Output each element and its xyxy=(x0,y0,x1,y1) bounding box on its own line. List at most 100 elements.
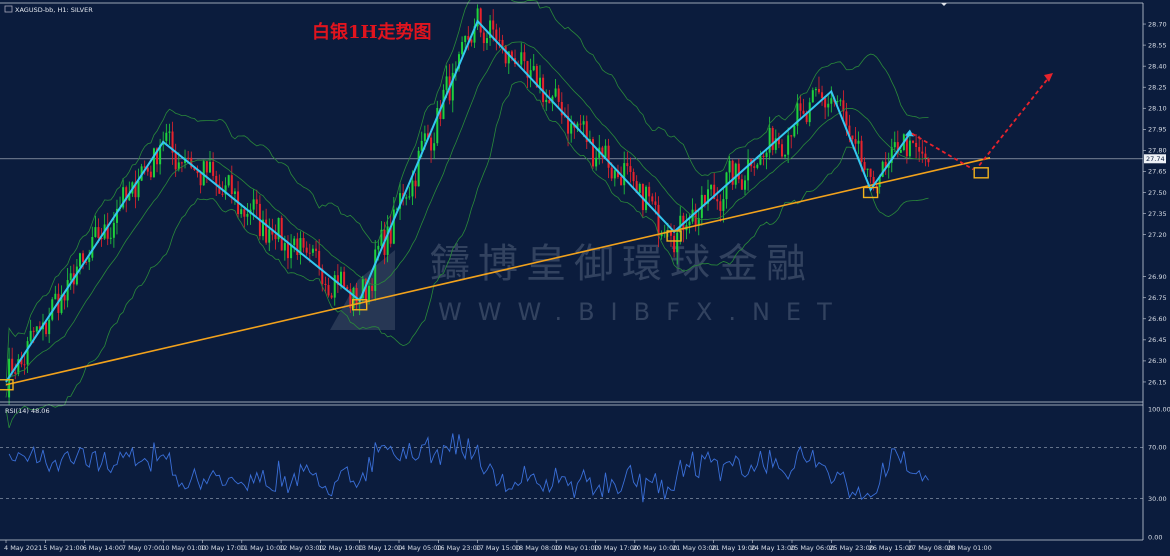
candle-body xyxy=(673,235,676,253)
candle-body xyxy=(768,127,771,153)
candle-body xyxy=(277,217,280,240)
candle-body xyxy=(722,199,725,211)
candle-body xyxy=(420,140,423,151)
candle-body xyxy=(620,177,623,186)
candle-body xyxy=(756,164,759,168)
candle-body xyxy=(881,161,884,177)
candle-body xyxy=(645,186,648,211)
rsi-tick-label: 0.00 xyxy=(1148,533,1162,541)
candle-body xyxy=(918,146,921,152)
candle-body xyxy=(771,127,774,150)
candle-body xyxy=(759,155,762,165)
candle-body xyxy=(613,170,616,179)
candle-body xyxy=(336,275,339,285)
candle-body xyxy=(504,45,507,64)
candle-body xyxy=(69,273,72,281)
candle-body xyxy=(489,20,492,39)
candle-body xyxy=(899,149,902,153)
price-tick-label: 26.90 xyxy=(1148,273,1167,281)
candle-body xyxy=(713,184,716,200)
candle-body xyxy=(112,222,115,238)
candle-body xyxy=(734,163,737,185)
candle-body xyxy=(777,138,780,145)
candle-body xyxy=(290,245,293,259)
time-tick-label: 26 May 15:00 xyxy=(869,544,914,552)
candle-body xyxy=(470,39,473,43)
candle-body xyxy=(374,249,377,291)
candle-body xyxy=(159,144,162,165)
symbol-header: XAGUSD-bb, H1: SILVER xyxy=(4,5,93,14)
candle-body xyxy=(784,154,787,157)
candle-body xyxy=(780,144,783,157)
candle-body xyxy=(20,359,23,365)
time-tick-label: 10 May 17:00 xyxy=(201,544,246,552)
candle-body xyxy=(762,155,765,158)
candle-body xyxy=(473,26,476,43)
candle-body xyxy=(557,88,560,102)
candle-body xyxy=(560,101,563,116)
candle-body xyxy=(660,232,663,237)
watermark-text-url: WWW.BIBFX.NET xyxy=(438,298,848,326)
candle-body xyxy=(82,253,85,262)
candle-body xyxy=(156,148,159,165)
candle-body xyxy=(464,35,467,42)
candle-body xyxy=(199,173,202,186)
candle-body xyxy=(551,96,554,104)
time-tick-label: 14 May 05:00 xyxy=(397,544,442,552)
candle-body xyxy=(501,39,504,46)
rsi-label: RSI(14) 48.06 xyxy=(5,407,50,415)
candle-body xyxy=(802,110,805,114)
candle-body xyxy=(78,253,81,267)
candle-body xyxy=(845,111,848,126)
candle-body xyxy=(457,54,460,69)
candle-body xyxy=(137,180,140,198)
main-plot xyxy=(0,0,1143,429)
candle-body xyxy=(669,230,672,236)
projection-rally xyxy=(978,75,1051,166)
candle-body xyxy=(205,161,208,173)
candle-body xyxy=(395,208,398,210)
candle-body xyxy=(66,280,69,301)
candle-body xyxy=(719,201,722,211)
candle-body xyxy=(417,150,420,187)
shift-marker-icon[interactable] xyxy=(941,3,947,6)
candle-body xyxy=(134,182,137,198)
candle-body xyxy=(262,219,265,237)
candle-body xyxy=(774,138,777,150)
candle-body xyxy=(657,204,660,237)
bollinger-middle-band xyxy=(5,41,929,398)
price-tick-label: 26.15 xyxy=(1148,378,1167,386)
price-tick-label: 26.75 xyxy=(1148,294,1167,302)
candle-body xyxy=(716,199,719,202)
candle-body xyxy=(467,35,470,40)
candle-body xyxy=(461,41,464,55)
candle-body xyxy=(817,88,820,93)
candle-body xyxy=(91,236,94,258)
price-tick-label: 28.70 xyxy=(1148,20,1167,28)
candle-body xyxy=(436,107,439,144)
candle-body xyxy=(790,135,793,137)
candle-body xyxy=(869,168,872,177)
time-tick-label: 21 May 03:00 xyxy=(672,544,717,552)
time-tick-label: 5 May 21:00 xyxy=(43,544,83,552)
candle-body xyxy=(274,234,277,240)
candle-body xyxy=(32,330,35,332)
candle-body xyxy=(283,243,286,251)
candle-body xyxy=(212,161,215,176)
candle-body xyxy=(860,140,863,162)
candle-body xyxy=(324,283,327,286)
candle-body xyxy=(54,293,57,300)
candle-body xyxy=(821,92,824,98)
candle-body xyxy=(679,215,682,233)
candle-body xyxy=(240,209,243,215)
candle-body xyxy=(318,250,321,269)
candle-body xyxy=(654,201,657,205)
price-tick-label: 28.55 xyxy=(1148,41,1167,49)
candle-body xyxy=(567,115,570,134)
candle-body xyxy=(648,186,651,197)
candle-body xyxy=(389,226,392,244)
candle-body xyxy=(29,330,32,342)
rsi-tick-label: 70.00 xyxy=(1148,444,1167,452)
